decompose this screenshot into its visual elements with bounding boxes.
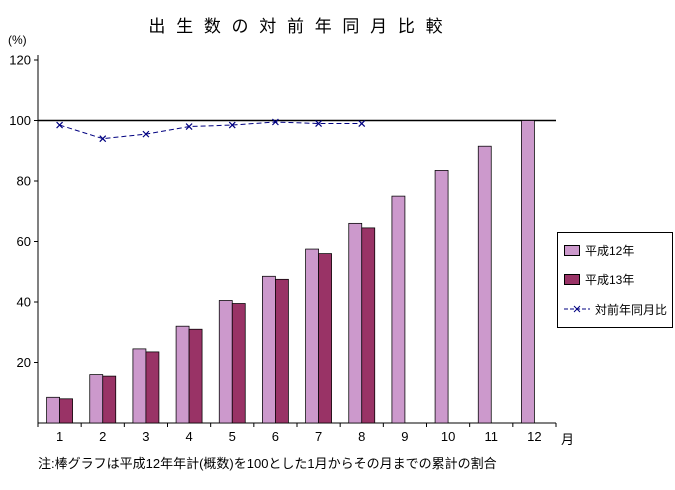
y-tick-label: 20	[17, 355, 31, 370]
y-tick-label: 40	[17, 295, 31, 310]
x-tick-label: 2	[99, 429, 106, 444]
legend-label: 平成13年	[585, 273, 635, 288]
x-tick-label: 10	[441, 429, 455, 444]
line-marker	[358, 120, 366, 127]
x-tick-label: 5	[229, 429, 236, 444]
legend-label: 対前年同月比	[595, 302, 668, 317]
bar-平成12年	[89, 374, 104, 424]
legend-item: 対前年同月比	[558, 301, 672, 318]
bar-平成13年	[275, 278, 289, 424]
bar-平成12年	[348, 222, 363, 424]
y-tick-label: 60	[17, 234, 31, 249]
line-marker	[142, 130, 150, 138]
bar-平成13年	[188, 328, 203, 424]
y-tick-label: 120	[9, 53, 31, 68]
x-axis-unit-label: 月	[561, 432, 575, 447]
line-marker	[228, 121, 236, 129]
legend: 平成12年平成13年対前年同月比	[557, 232, 673, 328]
bar-平成12年	[434, 170, 449, 424]
bar-平成12年	[218, 300, 233, 424]
y-tick-label: 80	[17, 174, 31, 189]
x-tick-label: 6	[272, 429, 279, 444]
bar-平成13年	[102, 375, 117, 424]
bar-平成13年	[361, 227, 376, 424]
legend-swatch-line	[564, 305, 590, 313]
line-marker	[56, 121, 64, 129]
bar-平成12年	[132, 348, 147, 424]
bar-平成12年	[305, 248, 319, 424]
bar-平成12年	[46, 396, 60, 424]
bar-平成12年	[391, 195, 406, 424]
bar-平成13年	[318, 253, 332, 424]
legend-item: 平成13年	[558, 271, 672, 288]
x-tick-label: 3	[142, 429, 149, 444]
legend-label: 平成12年	[585, 244, 635, 259]
bar-平成13年	[231, 303, 246, 424]
bar-平成12年	[262, 275, 276, 424]
legend-item: 平成12年	[558, 242, 672, 259]
x-tick-label: 7	[315, 429, 322, 444]
bar-平成12年	[175, 325, 190, 424]
x-tick-label: 12	[527, 429, 541, 444]
line-marker	[315, 120, 323, 127]
line-marker	[271, 118, 279, 126]
y-tick-label: 100	[9, 113, 31, 128]
line-対前年同月比	[59, 121, 362, 140]
x-tick-label: 4	[185, 429, 192, 444]
bar-平成13年	[145, 351, 160, 424]
footnote: 注:棒グラフは平成12年年計(概数)を100とした1月からその月までの累計の割合	[38, 456, 497, 471]
y-axis-unit-label: (%)	[8, 33, 27, 47]
bar-平成12年	[477, 145, 492, 424]
chart-title: 出 生 数 の 対 前 年 同 月 比 較	[148, 17, 446, 36]
line-marker	[99, 135, 107, 143]
x-tick-label: 1	[56, 429, 63, 444]
x-tick-label: 11	[485, 429, 499, 444]
legend-swatch-bar	[564, 274, 580, 286]
line-marker	[185, 123, 193, 130]
bar-平成12年	[521, 120, 535, 424]
x-tick-label: 8	[358, 429, 365, 444]
bar-平成13年	[59, 398, 73, 424]
x-tick-label: 9	[401, 429, 408, 444]
legend-swatch-bar	[564, 245, 580, 257]
